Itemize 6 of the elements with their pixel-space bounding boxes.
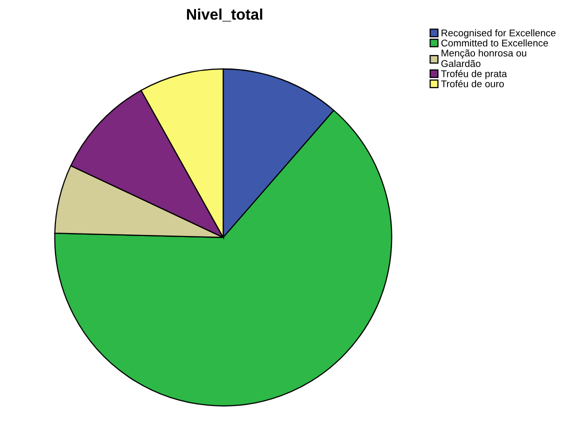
legend-label: Committed to Excellence [441, 39, 548, 46]
legend-label: Troféu de ouro [441, 80, 504, 88]
legend-label: Troféu de prata [441, 70, 507, 80]
legend-label: Menção honrosa ou Galardão [441, 49, 526, 68]
chart-title: Nivel_total [187, 8, 262, 22]
legend-label: Recognised for Excellence [442, 29, 556, 38]
